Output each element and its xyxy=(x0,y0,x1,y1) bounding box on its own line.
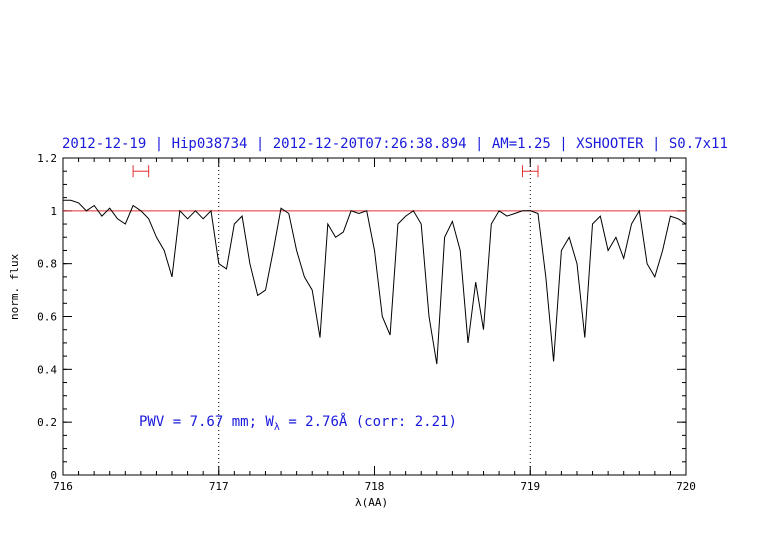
y-tick-label: 0.2 xyxy=(37,416,57,429)
spectrum-series xyxy=(63,199,687,365)
y-tick-label: 1 xyxy=(50,205,57,218)
y-tick-label: 0.8 xyxy=(37,258,57,271)
axis-ticks: 716 717 718 719 720 0 0.2 0.4 0.6 0.8 1 1.2 xyxy=(37,152,696,493)
x-tick-label: 718 xyxy=(365,480,385,493)
y-tick-label: 0.4 xyxy=(37,363,57,376)
pwv-rest: = 2.76Å (corr: 2.21) xyxy=(279,414,457,430)
x-tick-label: 717 xyxy=(209,480,229,493)
pwv-label: PWV = 7.67 mm; W xyxy=(139,414,274,430)
x-tick-label: 719 xyxy=(520,480,540,493)
x-axis-label: λ(AA) xyxy=(355,496,389,509)
y-tick-label: 0.6 xyxy=(37,311,57,324)
y-tick-label: 1.2 xyxy=(37,152,57,165)
chart-title: 2012-12-19 | Hip038734 | 2012-12-20T07:2… xyxy=(62,136,728,152)
pwv-annotation: PWV = 7.67 mm; Wλ = 2.76Å (corr: 2.21) xyxy=(139,414,457,433)
y-axis-label: norm. flux xyxy=(8,253,21,320)
spectrum-line xyxy=(63,199,687,365)
x-tick-label: 720 xyxy=(676,480,696,493)
continuum-windows xyxy=(132,165,539,178)
y-tick-label: 0 xyxy=(50,469,57,482)
x-tick-label: 716 xyxy=(53,480,73,493)
pwv-sub: λ xyxy=(273,421,280,433)
